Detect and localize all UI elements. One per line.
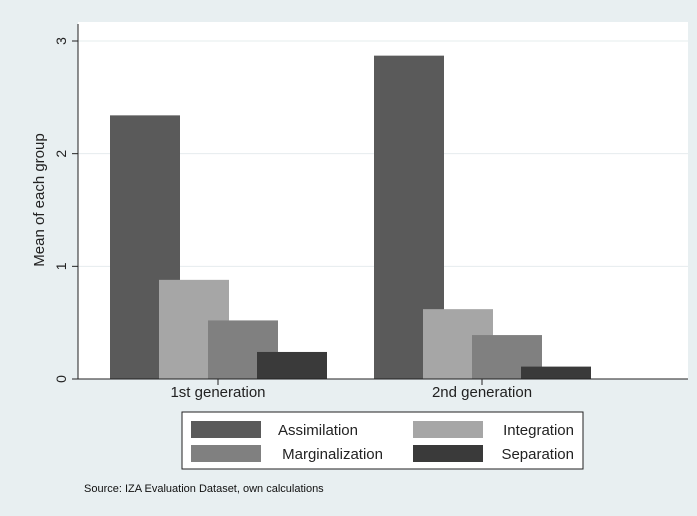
bar-separation-1: [257, 351, 327, 379]
legend-label-integration: Integration: [503, 422, 574, 439]
y-tick-label: 1: [53, 262, 69, 270]
legend: Assimilation Integration Marginalization Se…: [181, 411, 584, 470]
bar-separation-2: [521, 366, 591, 379]
legend-key-integration: [413, 421, 483, 438]
y-tick-label: 0: [53, 375, 69, 383]
x-tick-label: 1st generation: [170, 384, 265, 401]
legend-label-marginalization: Marginalization: [282, 446, 383, 463]
y-tick-label: 3: [53, 37, 69, 45]
x-tick-label: 2nd generation: [432, 384, 532, 401]
legend-label-assimilation: Assimilation: [278, 422, 358, 439]
legend-key-assimilation: [191, 421, 261, 438]
y-axis-label: Mean of each group: [31, 133, 48, 266]
legend-key-marginalization: [191, 445, 261, 462]
legend-key-separation: [413, 445, 483, 462]
legend-label-separation: Separation: [501, 446, 574, 463]
axes: 0 1 2 3 1st generation 2nd generation: [53, 24, 688, 401]
y-tick-label: 2: [53, 150, 69, 158]
bars: [110, 55, 591, 380]
source-note: Source: IZA Evaluation Dataset, own calc…: [84, 483, 324, 495]
